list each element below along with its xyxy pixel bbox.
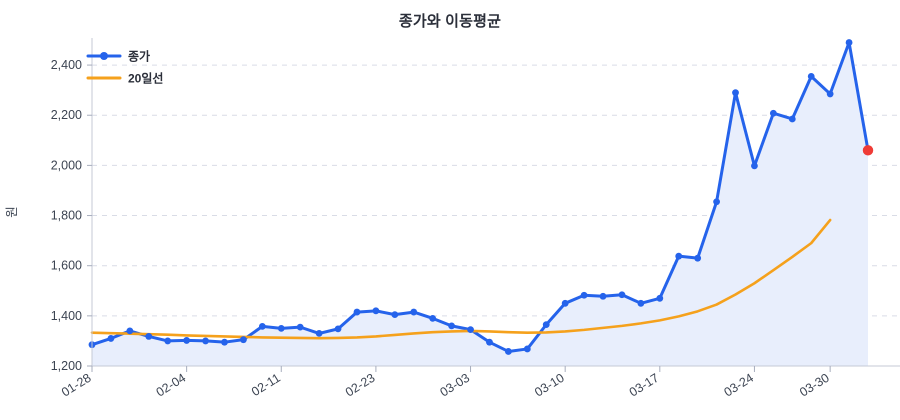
x-tick-label: 02-23 <box>343 371 378 400</box>
data-point-marker <box>580 291 588 299</box>
data-point-marker <box>826 90 834 98</box>
y-tick-label: 2,000 <box>51 158 82 172</box>
data-point-marker <box>429 314 437 322</box>
data-point-marker <box>221 338 228 346</box>
data-point-marker <box>202 337 209 345</box>
data-point-marker <box>656 294 664 302</box>
x-tick-label: 03-30 <box>797 371 832 400</box>
data-point-marker <box>751 162 758 170</box>
x-tick-label: 01-28 <box>59 371 94 400</box>
data-point-marker <box>391 311 399 318</box>
data-point-marker <box>599 292 607 300</box>
y-tick-label: 2,200 <box>51 108 82 122</box>
area-fill-close <box>92 42 868 366</box>
y-axis-title-group: 원 <box>5 206 19 218</box>
y-tick-label: 1,200 <box>51 359 82 373</box>
data-point-marker <box>561 299 569 307</box>
x-tick-label: 02-11 <box>249 371 283 399</box>
data-point-marker <box>258 322 266 330</box>
data-point-marker <box>164 337 172 345</box>
data-point-marker <box>732 89 739 97</box>
data-point-marker <box>467 326 474 334</box>
data-point-marker <box>618 291 626 299</box>
data-point-marker <box>315 330 323 337</box>
legend-label-종가[interactable]: 종가 <box>128 49 150 64</box>
data-point-marker <box>107 335 115 342</box>
data-point-marker <box>296 323 304 331</box>
data-point-marker <box>807 72 815 80</box>
series-line-20일선 <box>90 218 832 340</box>
data-point-marker <box>523 345 531 353</box>
legend-group[interactable]: 종가 20일선 <box>86 49 163 86</box>
y-tick-label: 1,800 <box>51 209 82 223</box>
area-fill-group <box>92 42 868 366</box>
data-point-marker <box>637 299 645 307</box>
y-tick-label: 2,400 <box>51 58 82 72</box>
legend-label-20일선[interactable]: 20일선 <box>128 71 163 86</box>
data-point-marker <box>845 39 853 46</box>
series-markers-group <box>88 39 874 355</box>
x-tick-label: 03-10 <box>532 371 567 400</box>
data-point-marker <box>240 336 247 344</box>
data-point-marker <box>713 198 720 206</box>
y-axis-title: 원 <box>5 206 19 218</box>
data-point-marker <box>504 348 512 355</box>
x-tick-label: 02-04 <box>154 371 189 400</box>
data-point-marker <box>145 333 153 340</box>
data-point-marker <box>788 115 796 123</box>
data-point-marker <box>372 307 380 315</box>
data-point-marker <box>277 324 285 332</box>
data-point-marker <box>183 337 191 344</box>
data-point-marker <box>675 252 683 260</box>
legend-marker-종가 <box>100 52 108 60</box>
data-point-marker <box>486 338 493 346</box>
data-point-marker <box>126 327 134 335</box>
y-tick-label: 1,600 <box>51 259 82 273</box>
x-tick-label: 03-24 <box>721 371 756 400</box>
x-tick-label: 03-03 <box>438 371 473 400</box>
data-point-marker <box>334 325 342 333</box>
data-point-marker <box>694 254 702 262</box>
y-tick-labels-group: 1,200 1,400 1,600 1,800 2,000 2,200 2,400 <box>51 58 92 373</box>
data-point-marker <box>769 109 777 117</box>
x-tick-label: 03-17 <box>627 371 662 400</box>
y-tick-label: 1,400 <box>51 309 82 323</box>
data-point-marker <box>448 322 456 330</box>
x-tick-labels-group: 01-28 02-04 02-11 02-23 03-03 03-10 03-17 03-24… <box>59 366 832 399</box>
chart-title: 종가와 이동평균 <box>398 13 502 30</box>
data-point-marker <box>353 308 361 316</box>
data-point-marker <box>410 308 418 316</box>
last-data-point-marker <box>862 145 874 156</box>
axes-group <box>91 38 900 367</box>
data-point-marker <box>542 321 550 329</box>
